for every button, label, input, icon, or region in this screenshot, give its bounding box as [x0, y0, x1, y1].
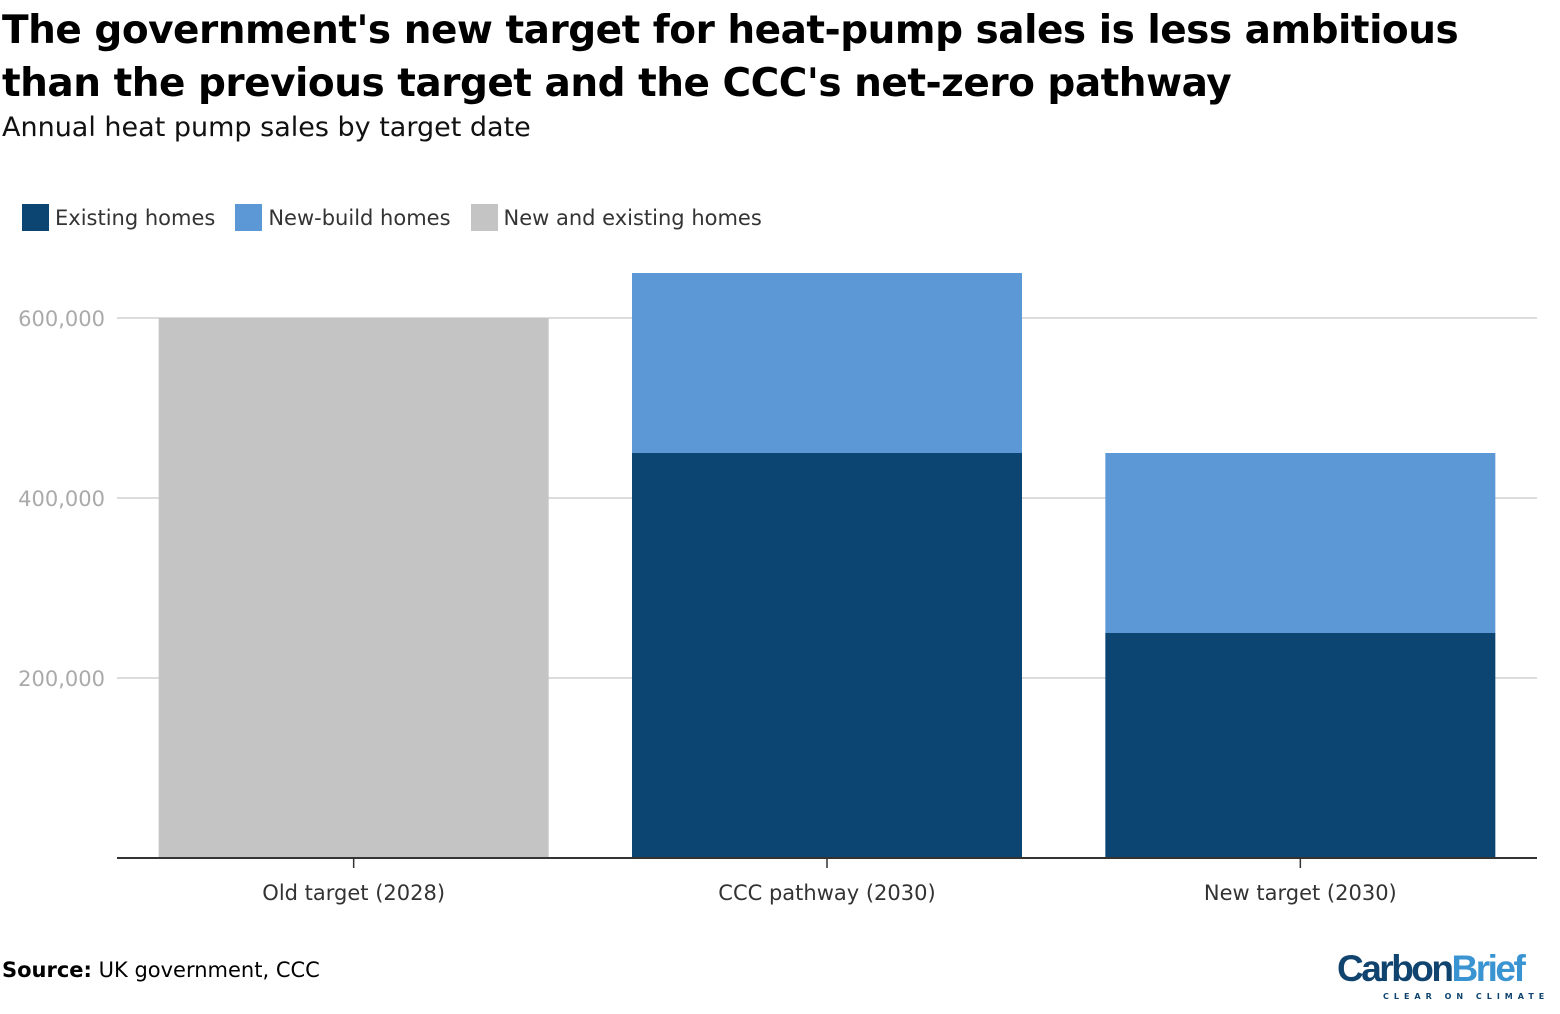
bar-segment: [1105, 633, 1496, 858]
legend: Existing homes New-build homes New and e…: [22, 204, 782, 231]
logo-tagline: CLEAR ON CLIMATE: [1383, 992, 1550, 1001]
carbon-brief-logo: CarbonBrief CLEAR ON CLIMATE: [1337, 946, 1555, 1001]
y-tick-label: 200,000: [18, 667, 105, 691]
bar-segment: [632, 453, 1022, 858]
legend-item-new-and-existing: New and existing homes: [470, 204, 762, 231]
legend-swatch: [22, 204, 49, 231]
source-label: Source:: [2, 958, 92, 982]
bar-segment: [1105, 453, 1496, 633]
logo-word-carbon: Carbon: [1337, 948, 1454, 989]
chart-title: The government's new target for heat-pum…: [2, 8, 1459, 106]
x-tick-label: New target (2030): [1204, 881, 1397, 905]
legend-item-existing: Existing homes: [22, 204, 215, 231]
source-text: UK government, CCC: [91, 958, 320, 982]
legend-swatch: [470, 204, 498, 231]
y-tick-label: 600,000: [18, 307, 105, 331]
logo-word-brief: Brief: [1451, 948, 1526, 989]
source-note: Source: UK government, CCC: [2, 958, 320, 982]
x-tick-label: CCC pathway (2030): [718, 881, 935, 905]
legend-item-new-build: New-build homes: [235, 204, 451, 231]
bar-segment: [632, 273, 1022, 453]
legend-label: Existing homes: [55, 205, 216, 230]
x-tick-label: Old target (2028): [262, 881, 445, 905]
legend-label: New-build homes: [268, 205, 451, 230]
bar-segment: [158, 318, 549, 858]
legend-label: New and existing homes: [503, 205, 762, 230]
y-tick-label: 400,000: [18, 487, 105, 511]
chart-subtitle: Annual heat pump sales by target date: [2, 112, 531, 143]
legend-swatch: [235, 204, 263, 231]
